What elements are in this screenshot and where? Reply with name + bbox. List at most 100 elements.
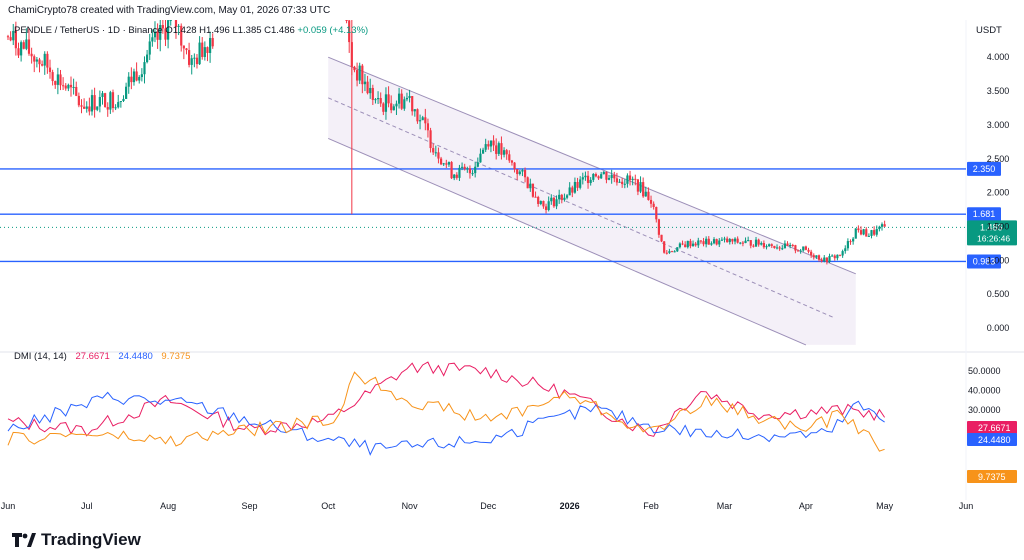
candle-body bbox=[382, 103, 385, 112]
candle-body bbox=[69, 84, 73, 88]
candle-body bbox=[760, 243, 763, 245]
candle-body bbox=[510, 160, 514, 163]
candle-body bbox=[647, 191, 650, 200]
candles bbox=[6, 20, 886, 265]
candle-body bbox=[127, 76, 130, 87]
candle-body bbox=[502, 150, 506, 155]
candle-body bbox=[492, 140, 495, 146]
candle-body bbox=[450, 162, 453, 179]
candle-body bbox=[33, 56, 36, 62]
candle-body bbox=[169, 20, 172, 21]
candle-body bbox=[526, 177, 529, 189]
candle-body bbox=[626, 175, 629, 184]
candle-body bbox=[203, 47, 206, 57]
price-unit: USDT bbox=[976, 25, 1002, 36]
candle-body bbox=[537, 197, 540, 204]
level-tag-label: 0.983 bbox=[973, 256, 996, 266]
candle-body bbox=[395, 103, 398, 107]
candle-body bbox=[652, 203, 655, 208]
candle-body bbox=[153, 31, 157, 38]
chart-header: ChamiCrypto78 created with TradingView.c… bbox=[8, 5, 331, 16]
candle-body bbox=[432, 148, 435, 153]
candle-body bbox=[778, 247, 781, 249]
candle-body bbox=[744, 240, 747, 244]
candle-body bbox=[135, 71, 138, 81]
candle-body bbox=[458, 167, 461, 178]
price-tick-label: 4.000 bbox=[987, 52, 1010, 62]
candle-body bbox=[93, 95, 96, 110]
candle-body bbox=[663, 241, 666, 253]
candle-body bbox=[505, 150, 508, 155]
candle-body bbox=[815, 255, 818, 258]
time-tick-label: Mar bbox=[717, 501, 733, 511]
candle-body bbox=[642, 182, 645, 197]
candle-body bbox=[151, 37, 154, 42]
dmi-legend: DMI (14, 14) 27.6671 24.4480 9.7375 bbox=[14, 351, 190, 362]
candle-body bbox=[883, 224, 886, 227]
candle-body bbox=[466, 168, 469, 170]
candle-body bbox=[62, 85, 65, 87]
candle-body bbox=[539, 201, 542, 204]
candle-body bbox=[201, 42, 204, 57]
candle-body bbox=[568, 187, 571, 196]
candle-body bbox=[731, 238, 734, 242]
candle-body bbox=[445, 163, 448, 165]
candle-body bbox=[670, 251, 674, 253]
candle-body bbox=[397, 93, 401, 104]
candle-body bbox=[618, 181, 621, 183]
candle-body bbox=[825, 257, 828, 263]
candle-body bbox=[657, 219, 661, 235]
candle-body bbox=[416, 109, 419, 122]
candle-body bbox=[796, 250, 800, 252]
candle-body bbox=[429, 130, 432, 149]
price-tick-label: 3.500 bbox=[987, 86, 1010, 96]
dmi-label: DMI (14, 14) bbox=[14, 351, 67, 362]
candle-body bbox=[862, 229, 865, 235]
candle-body bbox=[90, 95, 94, 112]
candle-body bbox=[119, 101, 122, 103]
candle-body bbox=[762, 243, 766, 248]
candle-body bbox=[544, 206, 548, 211]
candle-body bbox=[739, 242, 742, 244]
candle-body bbox=[516, 169, 519, 175]
candle-body bbox=[41, 64, 44, 66]
candle-body bbox=[111, 92, 115, 109]
dmi-value-tag bbox=[967, 470, 1017, 483]
descending-channel bbox=[328, 56, 856, 346]
candle-body bbox=[206, 47, 209, 53]
candle-body bbox=[841, 251, 844, 256]
candle-body bbox=[130, 76, 133, 83]
candle-body bbox=[741, 242, 745, 244]
candle-body bbox=[747, 240, 750, 242]
candle-body bbox=[873, 230, 876, 235]
candle-body bbox=[733, 238, 737, 242]
candle-body bbox=[673, 251, 676, 253]
candle-body bbox=[799, 250, 802, 252]
candle-body bbox=[500, 143, 503, 155]
candle-body bbox=[106, 107, 109, 110]
candle-body bbox=[471, 173, 474, 175]
countdown-label: 16:26:46 bbox=[977, 233, 1010, 243]
candle-body bbox=[403, 99, 406, 109]
candle-body bbox=[468, 168, 472, 174]
tradingview-logo[interactable]: TradingView bbox=[12, 530, 141, 550]
candle-body bbox=[558, 194, 561, 200]
minus-di-line bbox=[7, 391, 885, 456]
candle-body bbox=[358, 65, 361, 81]
candle-body bbox=[174, 20, 178, 27]
candle-body bbox=[132, 71, 136, 83]
candle-body bbox=[794, 245, 797, 251]
candle-body bbox=[865, 229, 868, 237]
candle-body bbox=[125, 86, 128, 99]
minus-di-value: 24.4480 bbox=[118, 351, 153, 362]
candle-body bbox=[810, 251, 813, 256]
candle-body bbox=[408, 96, 411, 98]
candle-body bbox=[699, 240, 703, 242]
candle-body bbox=[592, 173, 595, 180]
ohlc-values: O1.428 H1.496 L1.385 C1.486 bbox=[165, 25, 295, 36]
level-tag bbox=[967, 161, 1001, 176]
candle-body bbox=[479, 153, 482, 163]
candle-body bbox=[789, 244, 792, 246]
candle-body bbox=[639, 182, 642, 192]
